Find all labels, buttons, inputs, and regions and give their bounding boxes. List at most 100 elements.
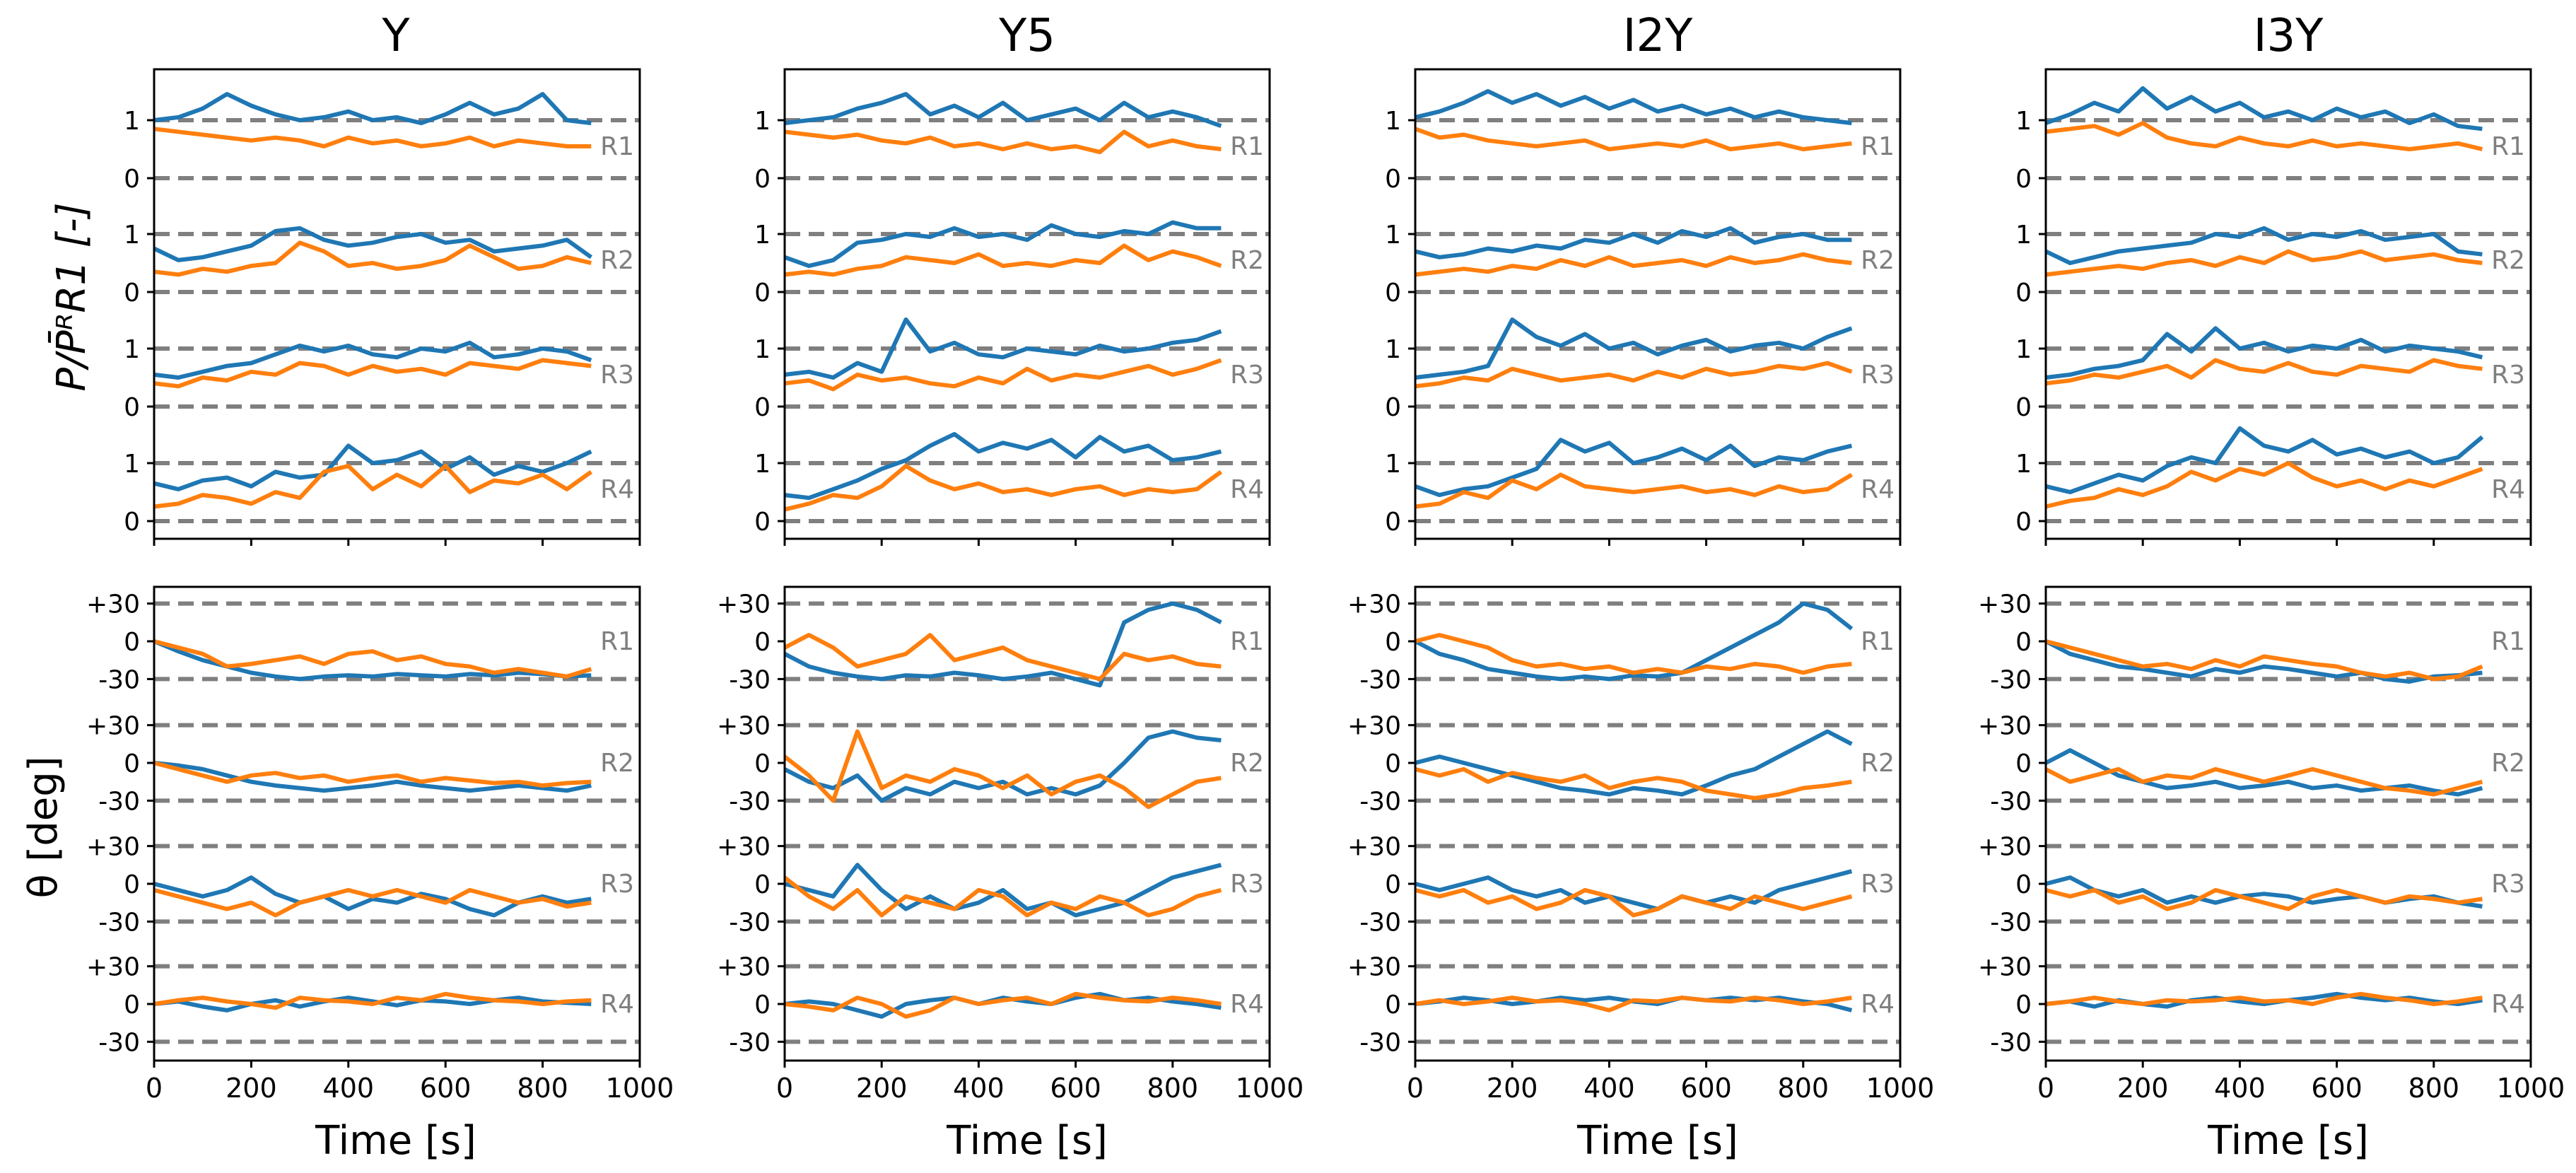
y-tick-label: +30 — [1978, 712, 2032, 741]
series-orange-R3 — [784, 358, 1222, 392]
series-orange-R4 — [153, 991, 592, 1010]
series-orange-R3 — [2045, 358, 2483, 386]
top-panel-Y: R1 0 1 R2 0 1 R3 0 1 R4 0 1 — [124, 68, 641, 546]
series-orange-R1 — [1415, 633, 1852, 675]
top-frame — [1414, 68, 1902, 540]
y-tick-label: 0 — [2015, 165, 2032, 194]
x-tick-label: 800 — [1147, 1073, 1199, 1104]
x-tick-label: 600 — [420, 1073, 472, 1104]
row-label-R2: R2 — [600, 749, 634, 778]
x-tick-label: 200 — [1487, 1073, 1538, 1104]
row-label-R1: R1 — [1861, 627, 1895, 656]
x-tick-label: 600 — [1050, 1073, 1101, 1104]
y-tick-label: 1 — [754, 107, 771, 136]
y-tick-label: 1 — [1385, 335, 1401, 364]
y-tick-label: 0 — [2015, 749, 2032, 778]
y-tick-label: +30 — [717, 953, 771, 982]
row-label-R4: R4 — [600, 475, 634, 504]
top-panel-I3Y: R1 0 1 R2 0 1 R3 0 1 R4 0 1 — [2015, 68, 2532, 546]
series-blue-R1 — [153, 92, 592, 126]
x-tick-label: 0 — [146, 1073, 163, 1104]
row-label-R2: R2 — [1861, 749, 1895, 778]
bottom-frame — [783, 585, 1271, 1062]
y-tick-label: -30 — [729, 665, 771, 694]
x-tick-label: 800 — [517, 1073, 568, 1104]
x-tick-label: 200 — [226, 1073, 277, 1104]
y-tick-label: 0 — [754, 749, 771, 778]
row-label-R2: R2 — [2491, 749, 2525, 778]
series-blue-R3 — [784, 863, 1222, 918]
x-tick-label: 0 — [776, 1073, 793, 1104]
series-blue-R3 — [784, 317, 1222, 380]
y-tick-label: -30 — [729, 908, 771, 937]
row-label-R2: R2 — [600, 246, 634, 275]
panels: R101R201R301R401R1-300+30R2-300+30R3-300… — [86, 68, 2565, 1104]
y-tick-label: 0 — [124, 749, 140, 778]
series-orange-R3 — [1415, 887, 1853, 918]
bottom-ylabel: θ [deg] — [21, 756, 66, 898]
y-tick-label: 0 — [2015, 279, 2032, 308]
top-frame — [153, 68, 641, 540]
series-blue-R1 — [1415, 89, 1852, 126]
y-tick-label: +30 — [717, 712, 771, 741]
row-label-R4: R4 — [2491, 990, 2525, 1019]
row-label-R2: R2 — [2491, 246, 2525, 275]
series-blue-R2 — [1415, 226, 1852, 259]
y-tick-label: 0 — [2015, 393, 2032, 422]
y-tick-label: -30 — [1359, 1028, 1401, 1057]
y-tick-label: 1 — [124, 221, 140, 250]
series-orange-R2 — [153, 240, 592, 277]
x-tick-label: 800 — [2408, 1073, 2460, 1104]
series-orange-R4 — [153, 464, 593, 509]
x-tick-label: 1000 — [2497, 1073, 2565, 1104]
row-label-R4: R4 — [2491, 475, 2525, 504]
y-tick-label: 1 — [1385, 221, 1401, 250]
y-tick-label: +30 — [86, 833, 140, 862]
series-orange-R1 — [2045, 639, 2483, 682]
y-tick-label: +30 — [717, 590, 771, 619]
series-blue-R2 — [783, 729, 1222, 803]
series-orange-R3 — [2045, 887, 2483, 911]
row-label-R4: R4 — [1230, 475, 1264, 504]
y-tick-label: 1 — [2015, 221, 2032, 250]
series-blue-R1 — [783, 601, 1222, 688]
y-tick-label: -30 — [98, 787, 140, 816]
series-orange-R1 — [783, 633, 1222, 682]
y-tick-label: +30 — [1978, 833, 2032, 862]
x-tick-label: 400 — [323, 1073, 375, 1104]
row-label-R1: R1 — [600, 132, 634, 161]
series-orange-R1 — [784, 129, 1222, 155]
y-tick-label: 1 — [754, 335, 771, 364]
row-label-R1: R1 — [600, 627, 634, 656]
y-tick-label: 0 — [754, 165, 771, 194]
series-blue-R3 — [2045, 875, 2483, 909]
row-label-R2: R2 — [1230, 246, 1264, 275]
x-tick-label: 1000 — [606, 1073, 674, 1104]
col-title-0: Y — [381, 10, 410, 62]
x-axis-labels: Time [s] Time [s] Time [s] Time [s] — [315, 1118, 2369, 1164]
row-label-R4: R4 — [1230, 990, 1264, 1019]
row-label-R3: R3 — [1861, 870, 1895, 899]
column-titles: Y Y5 I2Y I3Y — [381, 10, 2324, 62]
y-tick-label: -30 — [1359, 665, 1401, 694]
series-blue-R4 — [784, 432, 1222, 501]
xlabel-1: Time [s] — [946, 1118, 1108, 1164]
xlabel-2: Time [s] — [1576, 1118, 1738, 1164]
row-label-R1: R1 — [1230, 132, 1264, 161]
y-tick-label: 0 — [124, 870, 140, 899]
y-tick-label: +30 — [86, 590, 140, 619]
y-tick-label: -30 — [1359, 908, 1401, 937]
y-tick-label: 1 — [124, 335, 140, 364]
series-orange-R4 — [2045, 991, 2483, 1006]
y-tick-label: 0 — [754, 628, 771, 657]
y-tick-label: +30 — [717, 833, 771, 862]
row-label-R4: R4 — [600, 990, 634, 1019]
y-tick-label: -30 — [1990, 665, 2032, 694]
row-label-R1: R1 — [2491, 132, 2525, 161]
y-tick-label: 0 — [124, 628, 140, 657]
series-orange-R2 — [2045, 249, 2483, 277]
y-tick-label: +30 — [1978, 953, 2032, 982]
